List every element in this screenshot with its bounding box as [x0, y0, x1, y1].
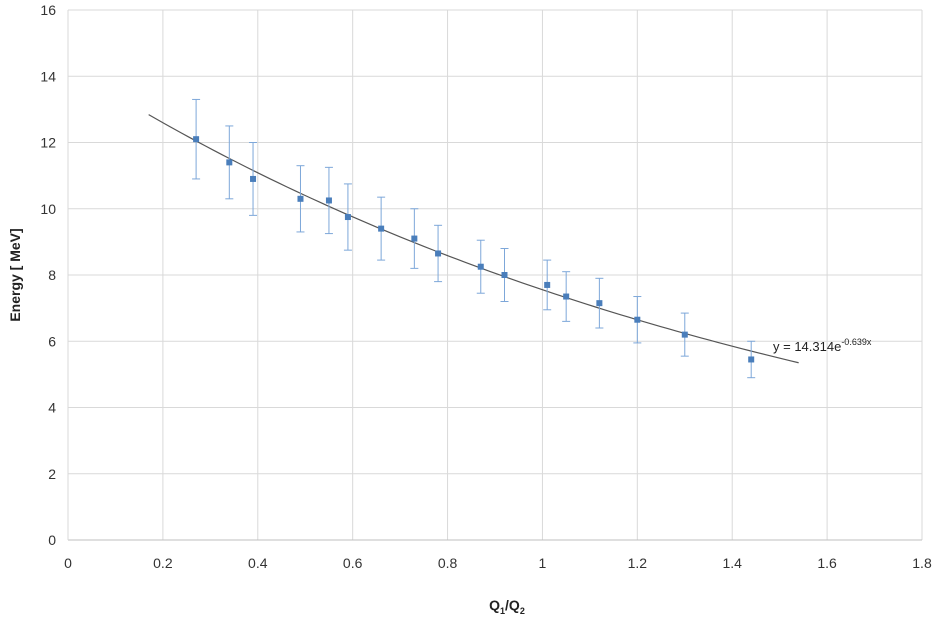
data-point	[325, 197, 332, 204]
x-tick-label: 0.8	[438, 555, 458, 571]
x-tick-label: 0	[64, 555, 72, 571]
data-point	[226, 159, 233, 166]
x-tick-label: 1.8	[912, 555, 932, 571]
data-point	[378, 225, 385, 232]
trendline	[148, 114, 799, 364]
data-point	[435, 250, 442, 257]
x-tick-label: 0.2	[153, 555, 173, 571]
data-point	[477, 263, 484, 270]
y-tick-label: 12	[40, 135, 56, 151]
x-tick-label: 1	[539, 555, 547, 571]
trendline-curve	[148, 114, 799, 364]
x-tick-label: 1.6	[817, 555, 837, 571]
data-point	[297, 195, 304, 202]
y-tick-labels: 0 2 4 6 8 10 12 14 16	[40, 2, 56, 548]
error-bars	[192, 98, 756, 379]
data-point	[344, 214, 351, 221]
data-point	[681, 331, 688, 338]
data-point	[563, 293, 570, 300]
x-axis-title: Q1/Q2	[489, 597, 525, 616]
x-tick-label: 0.4	[248, 555, 268, 571]
y-tick-label: 0	[48, 532, 56, 548]
data-point	[250, 175, 257, 182]
data-point	[411, 235, 418, 242]
y-tick-label: 14	[40, 68, 56, 84]
data-points	[193, 136, 755, 363]
axes	[67, 10, 922, 541]
data-point	[596, 300, 603, 307]
x-tick-label: 1.4	[722, 555, 742, 571]
y-tick-label: 4	[48, 400, 56, 416]
grid-lines	[68, 9, 923, 540]
y-tick-label: 10	[40, 201, 56, 217]
data-point	[501, 272, 508, 278]
y-tick-label: 16	[40, 2, 56, 18]
y-tick-label: 2	[48, 466, 56, 482]
data-point	[634, 316, 641, 323]
x-tick-label: 1.2	[628, 555, 648, 571]
x-tick-labels: 0 0.2 0.4 0.6 0.8 1 1.2 1.4 1.6 1.8	[64, 555, 932, 571]
data-point	[748, 356, 755, 363]
data-point	[193, 136, 200, 143]
y-tick-label: 8	[48, 267, 56, 283]
trendline-equation: y = 14.314e-0.639x	[773, 337, 872, 354]
y-axis-title: Energy [ MeV]	[7, 228, 23, 321]
y-tick-label: 6	[48, 333, 56, 349]
x-tick-label: 0.6	[343, 555, 363, 571]
data-point	[544, 281, 551, 288]
